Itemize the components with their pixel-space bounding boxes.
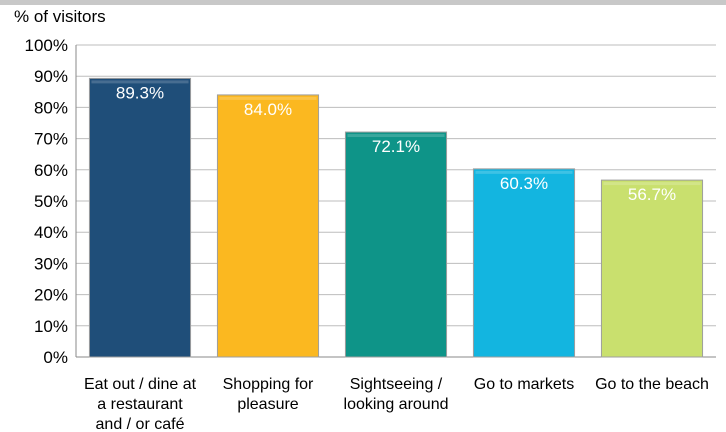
y-tick-label: 80% [34, 98, 68, 117]
bar [344, 131, 448, 358]
bar-highlight [347, 134, 445, 138]
y-tick-label: 50% [34, 192, 68, 211]
x-category-label: a restaurant [97, 396, 183, 413]
x-category-label: Go to markets [474, 376, 574, 393]
data-label: 56.7% [628, 185, 676, 204]
bar [472, 168, 576, 358]
y-tick-label: 100% [25, 36, 68, 55]
bar-highlight [219, 96, 317, 100]
y-tick-label: 70% [34, 130, 68, 149]
x-category-label: looking around [344, 396, 449, 413]
x-category-label: Go to the beach [595, 376, 709, 393]
data-label: 72.1% [372, 137, 420, 156]
y-axis-title: % of visitors [14, 7, 106, 26]
bar [88, 77, 192, 358]
data-label: 60.3% [500, 174, 548, 193]
x-category-label: Shopping for [223, 376, 314, 393]
x-category-label: Sightseeing / [350, 376, 443, 393]
bar [600, 179, 704, 358]
data-label: 89.3% [116, 83, 164, 102]
x-category-label: and / or café [96, 416, 185, 432]
y-tick-label: 40% [34, 223, 68, 242]
top-rule [0, 0, 726, 5]
bar-highlight [603, 182, 701, 186]
data-label: 84.0% [244, 100, 292, 119]
y-tick-label: 20% [34, 286, 68, 305]
bar-highlight [91, 80, 189, 84]
bar-highlight [475, 170, 573, 174]
bar [216, 94, 320, 358]
y-tick-label: 60% [34, 161, 68, 180]
y-tick-label: 30% [34, 254, 68, 273]
y-tick-label: 90% [34, 67, 68, 86]
y-tick-label: 0% [43, 348, 68, 367]
x-category-label: Eat out / dine at [84, 376, 197, 393]
x-category-label: pleasure [237, 396, 298, 413]
y-tick-label: 10% [34, 317, 68, 336]
